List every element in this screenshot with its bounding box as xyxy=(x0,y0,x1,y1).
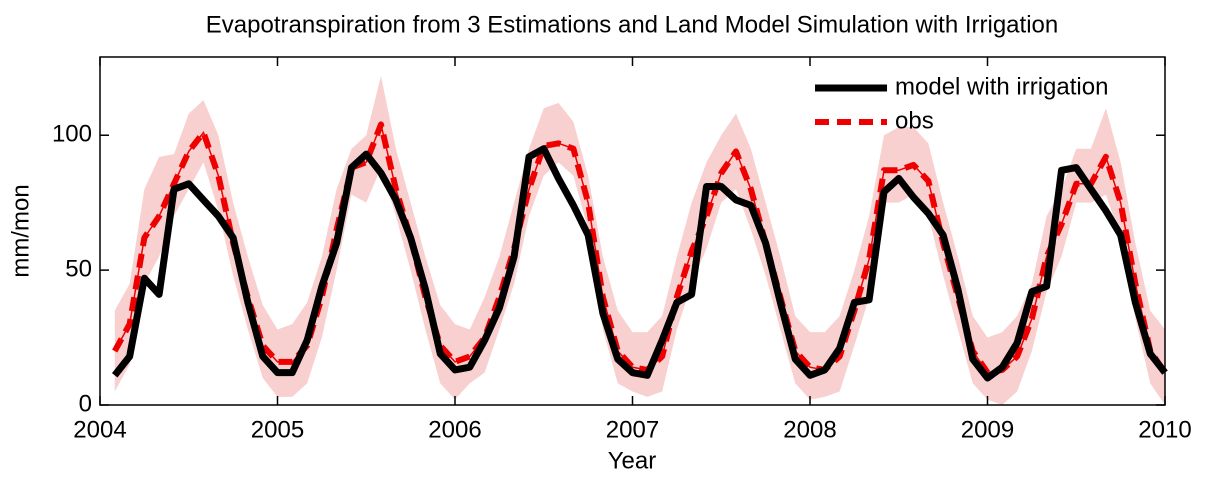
x-tick-label: 2004 xyxy=(73,416,126,443)
x-axis-label: Year xyxy=(608,447,657,474)
x-tick-label: 2008 xyxy=(783,416,836,443)
range-band xyxy=(114,75,1165,405)
legend-label: model with irrigation xyxy=(895,73,1108,100)
legend-label: obs xyxy=(895,107,934,134)
x-tick-label: 2006 xyxy=(428,416,481,443)
x-tick-label: 2005 xyxy=(251,416,304,443)
chart-title: Evapotranspiration from 3 Estimations an… xyxy=(206,11,1058,38)
x-tick-label: 2010 xyxy=(1138,416,1191,443)
y-axis-label: mm/mon xyxy=(7,184,34,277)
series-line xyxy=(112,121,1168,376)
series-line xyxy=(111,145,1168,382)
x-tick-label: 2009 xyxy=(961,416,1014,443)
y-tick-label: 0 xyxy=(79,390,92,417)
y-tick-label: 50 xyxy=(65,255,92,282)
y-tick-label: 100 xyxy=(52,121,92,148)
x-tick-label: 2007 xyxy=(606,416,659,443)
